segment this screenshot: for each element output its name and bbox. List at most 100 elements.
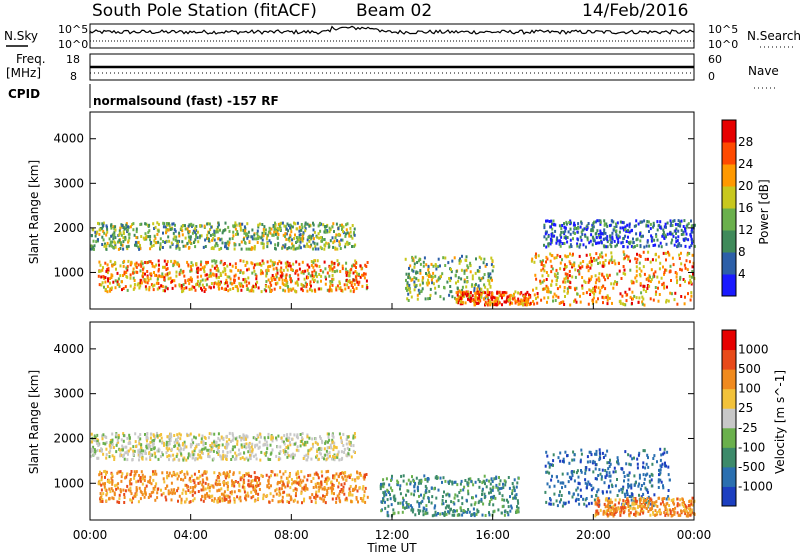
velocity-cell (507, 513, 510, 517)
velocity-cell (94, 450, 97, 453)
power-cell (206, 277, 209, 281)
power-cell (584, 281, 587, 284)
velocity-cell (333, 458, 336, 462)
power-cell (301, 270, 304, 273)
power-cell (623, 303, 626, 306)
velocity-cell (357, 500, 359, 504)
power-cell (676, 239, 679, 243)
power-cell (234, 262, 237, 266)
power-cell (547, 235, 550, 239)
velocity-cell (659, 468, 662, 472)
power-cell (558, 242, 561, 246)
velocity-cell (420, 501, 422, 505)
power-cell (545, 237, 548, 241)
velocity-cell (327, 432, 330, 436)
power-cell (176, 262, 179, 266)
power-cell (353, 264, 356, 268)
power-cell (619, 226, 622, 230)
velocity-cell (114, 435, 117, 439)
velocity-cell (143, 495, 146, 499)
power-cell (199, 279, 202, 283)
power-cell (249, 247, 252, 251)
power-cell (190, 268, 193, 272)
velocity-cell (154, 498, 157, 502)
power-cell (261, 238, 264, 242)
velocity-cell (249, 482, 252, 486)
velocity-cell (194, 436, 197, 440)
power-cell (620, 241, 623, 245)
velocity-cell (247, 483, 250, 487)
velocity-cell (258, 445, 261, 449)
power-cell (157, 222, 160, 226)
power-cell (245, 247, 248, 251)
velocity-cell (501, 505, 504, 509)
power-cell (443, 286, 446, 290)
velocity-cell (594, 467, 597, 471)
velocity-cell (123, 496, 126, 499)
velocity-cell (167, 492, 170, 496)
power-cell (597, 286, 600, 290)
power-cell (179, 268, 182, 272)
velocity-cell (324, 477, 327, 481)
power-cell (288, 236, 291, 240)
velocity-cell (503, 513, 506, 517)
power-cell (217, 280, 220, 284)
power-cell (276, 271, 279, 275)
velocity-cell (295, 435, 298, 439)
power-cell (188, 230, 191, 233)
velocity-cell (346, 498, 349, 502)
velocity-cell (329, 454, 331, 458)
velocity-cell (300, 439, 303, 443)
power-cell (496, 300, 499, 304)
velocity-cell (160, 488, 162, 492)
velocity-cell (467, 477, 470, 481)
velocity-cell (239, 495, 242, 499)
power-cell (519, 302, 522, 306)
power-cell (182, 269, 185, 273)
velocity-cell (325, 457, 328, 461)
power-cell (110, 286, 113, 290)
velocity-cell (124, 476, 127, 480)
velocity-cell (281, 500, 284, 504)
power-cell (590, 275, 593, 279)
power-cell (201, 283, 204, 287)
power-cell (594, 274, 597, 278)
velocity-cell (515, 485, 518, 489)
velocity-cell (588, 502, 590, 506)
velocity-cell (452, 510, 455, 513)
power-cell (231, 264, 234, 268)
power-cell (580, 221, 583, 225)
power-cell (457, 276, 460, 280)
power-cell (227, 289, 230, 293)
velocity-cell (215, 440, 218, 444)
power-cell (559, 244, 562, 248)
velocity-cell (590, 494, 593, 498)
colorbar-segment (722, 164, 736, 187)
velocity-cell (555, 475, 558, 479)
power-cell (132, 271, 135, 275)
velocity-cell (146, 435, 149, 439)
power-cell (186, 227, 189, 231)
power-cell (340, 289, 343, 292)
power-cell (296, 239, 299, 243)
power-cell (599, 255, 602, 258)
power-cell (102, 223, 105, 227)
power-cell (465, 285, 468, 289)
power-cell (411, 268, 414, 272)
power-cell (104, 261, 107, 265)
power-cell (251, 235, 254, 239)
velocity-cell (264, 443, 267, 446)
velocity-cell (389, 497, 392, 501)
velocity-cell (220, 455, 223, 459)
velocity-cell (202, 485, 205, 489)
power-cell (407, 299, 410, 302)
velocity-cell (156, 496, 159, 500)
velocity-cell (608, 461, 611, 464)
power-cell (498, 290, 501, 294)
velocity-cell (580, 470, 583, 474)
power-cell (260, 241, 263, 245)
velocity-cell (234, 480, 237, 483)
velocity-cell (335, 500, 338, 504)
power-cell (110, 276, 113, 279)
velocity-cell (570, 477, 573, 481)
